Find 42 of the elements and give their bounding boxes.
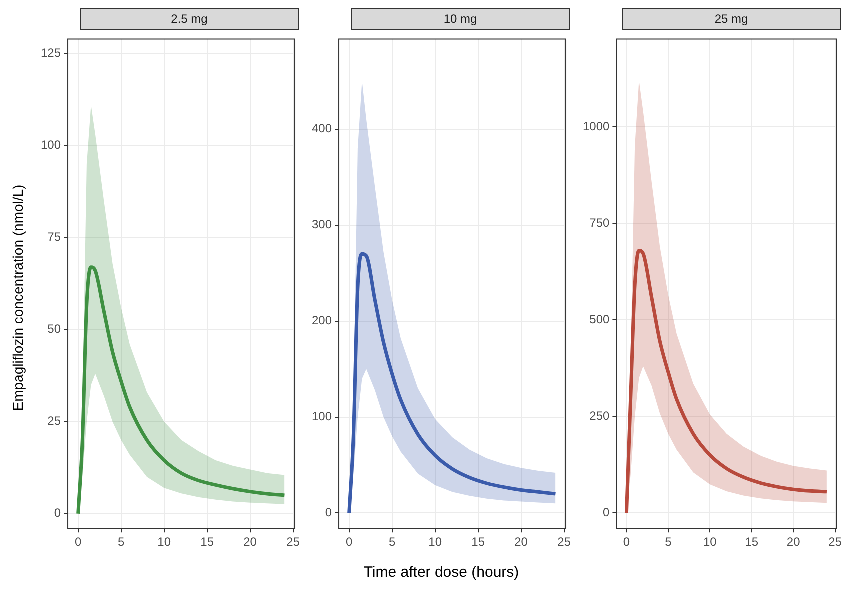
chart-title: 2.5 mg [80, 8, 299, 30]
x-tick-label: 20 [514, 535, 528, 550]
x-tick-label: 0 [346, 535, 353, 550]
chart-title: 25 mg [622, 8, 841, 30]
y-tick-label: 0 [325, 506, 332, 520]
x-tick-label: 15 [472, 535, 486, 550]
y-tick-label: 200 [312, 314, 332, 328]
x-tick-label: 0 [623, 535, 630, 550]
chart-title: 10 mg [351, 8, 570, 30]
y-tick-label: 300 [312, 218, 332, 232]
y-tick-label: 125 [40, 46, 62, 60]
y-axis-title: Empagliflozin concentration (nmol/L) [10, 184, 26, 412]
x-tick-label: 15 [745, 535, 759, 550]
x-tick-label: 20 [786, 535, 801, 550]
y-tick-label: 0 [54, 506, 62, 520]
x-tick-label: 25 [558, 535, 572, 550]
y-tick-label: 500 [590, 312, 610, 326]
y-tick-label: 100 [312, 410, 332, 424]
y-tick-label: 1000 [582, 120, 610, 134]
x-tick-label: 5 [665, 535, 672, 550]
y-tick-label: 400 [312, 122, 332, 136]
y-tick-label: 75 [48, 230, 62, 244]
x-tick-label: 5 [388, 535, 396, 550]
x-tick-label: 25 [286, 535, 300, 550]
x-tick-label: 15 [200, 535, 214, 550]
x-tick-label: 0 [74, 535, 82, 550]
line-series [348, 252, 558, 515]
line-series [624, 248, 829, 515]
y-tick-label: 50 [48, 322, 62, 336]
x-tick-label: 20 [244, 535, 258, 550]
x-tick-label: 10 [158, 535, 172, 550]
y-tick-label: 250 [590, 408, 610, 423]
x-tick-label: 10 [428, 535, 442, 550]
x-tick-label: 10 [703, 535, 718, 550]
y-tick-label: 100 [40, 138, 62, 152]
x-tick-label: 25 [828, 535, 842, 550]
x-tick-label: 5 [118, 535, 125, 550]
y-tick-label: 0 [603, 505, 610, 520]
line-series [76, 266, 286, 516]
y-tick-label: 25 [48, 414, 62, 428]
x-axis-title: Time after dose (hours) [362, 564, 520, 581]
y-tick-label: 750 [590, 216, 610, 230]
